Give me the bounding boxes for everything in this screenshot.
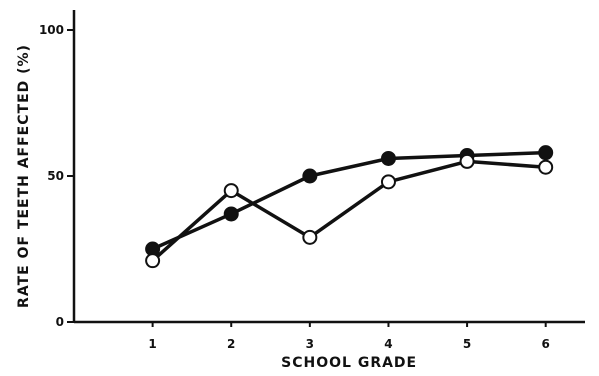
y-tick-label: 50 [47, 169, 64, 183]
filled-data-point [538, 145, 554, 161]
y-tick-label: 100 [39, 23, 64, 37]
series-layer [145, 145, 554, 269]
y-tick-label: 0 [56, 315, 64, 329]
open-data-point [538, 159, 554, 175]
plot-area: 0 50 100 1 2 3 4 5 6 [39, 10, 585, 351]
x-ticks: 1 2 3 4 5 6 [148, 322, 550, 351]
series-1 [145, 145, 554, 257]
open-data-point [145, 253, 161, 269]
open-data-point [302, 229, 318, 245]
y-axis-title: RATE OF TEETH AFFECTED (%) [16, 44, 32, 308]
x-tick-label: 3 [306, 337, 314, 351]
x-tick-label: 5 [463, 337, 471, 351]
open-data-point [380, 174, 396, 190]
open-data-point [459, 153, 475, 169]
x-tick-label: 1 [148, 337, 156, 351]
filled-data-point [223, 206, 239, 222]
series-1-line [151, 150, 546, 251]
y-ticks: 0 50 100 [39, 23, 74, 329]
x-tick-label: 4 [384, 337, 392, 351]
x-tick-label: 6 [542, 337, 550, 351]
x-tick-label: 2 [227, 337, 235, 351]
filled-data-point [380, 150, 396, 166]
x-axis-title: SCHOOL GRADE [281, 355, 417, 371]
open-data-point [223, 183, 239, 199]
series-2 [145, 153, 554, 269]
filled-data-point [302, 168, 318, 184]
series-2-line [151, 159, 546, 262]
